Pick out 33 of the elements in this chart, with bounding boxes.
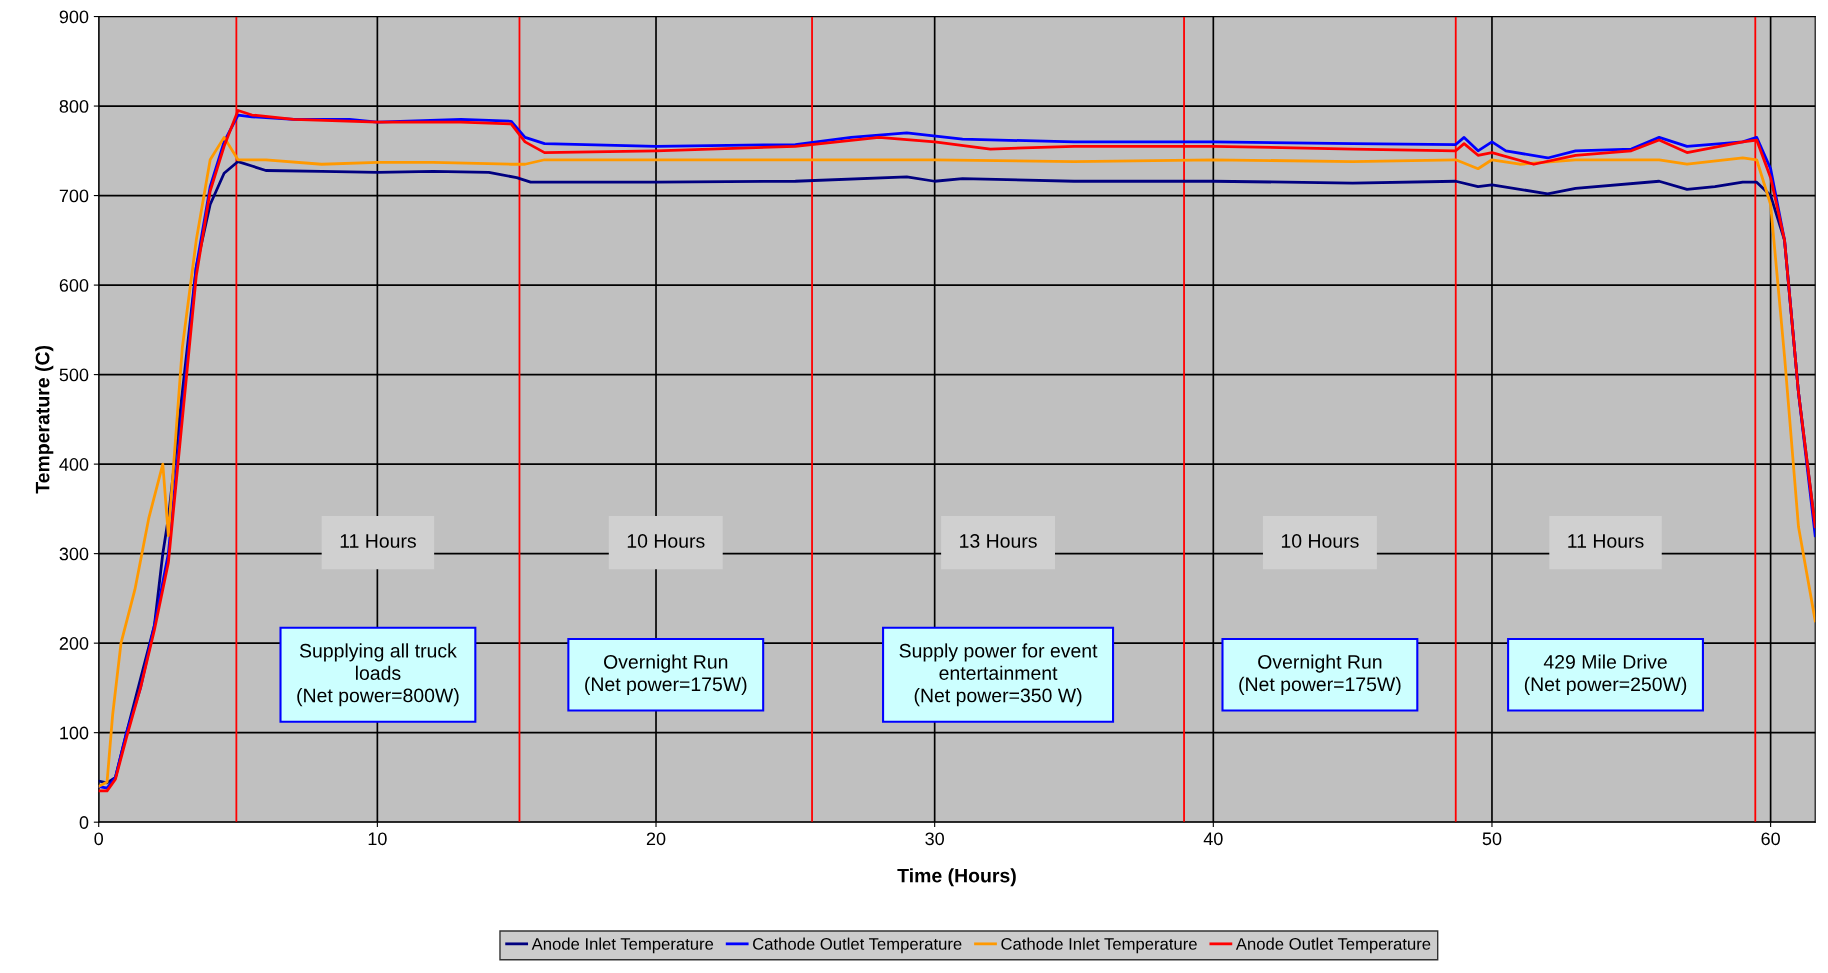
y-tick-label: 500: [59, 368, 89, 382]
annotation: Overnight Run (Net power=175W): [1239, 654, 1401, 695]
y-axis-title: Temperature (C): [35, 345, 54, 494]
annotation: 11 Hours: [1568, 534, 1644, 548]
x-tick-label: 10: [368, 832, 387, 846]
annotation: Supplying all truck loads (Net power=800W): [297, 643, 459, 707]
annotation: 11 Hours: [340, 534, 416, 548]
y-tick-label: 800: [59, 99, 89, 113]
annotation: 10 Hours: [627, 534, 705, 548]
annotation: 10 Hours: [1281, 534, 1359, 548]
x-tick-label: 30: [925, 832, 944, 846]
annotation: 13 Hours: [960, 534, 1037, 548]
x-axis-title: Time (Hours): [897, 868, 1016, 887]
x-tick-label: 60: [1761, 832, 1780, 846]
x-tick-label: 50: [1482, 832, 1502, 846]
y-tick-label: 400: [59, 458, 89, 471]
y-tick-label: 100: [60, 726, 89, 740]
legend-label: Cathode Outlet Temperature: [753, 937, 962, 954]
legend-label: Anode Inlet Temperature: [531, 937, 714, 954]
legend-label: Cathode Inlet Temperature: [1001, 937, 1197, 954]
x-tick-label: 0: [94, 832, 104, 846]
y-tick-label: 700: [59, 189, 89, 203]
annotation: Supply power for event entertainment (Net power=350 W): [899, 643, 1098, 707]
y-tick-label: 0: [79, 816, 89, 829]
legend-label: Anode Outlet Temperature: [1235, 937, 1431, 954]
annotation: Overnight Run (Net power=175W): [585, 654, 747, 695]
y-tick-label: 600: [59, 279, 89, 292]
annotation: 429 Mile Drive (Net power=250W): [1524, 654, 1687, 695]
x-tick-label: 20: [646, 832, 666, 846]
y-tick-label: 200: [59, 637, 89, 650]
y-tick-label: 300: [59, 547, 89, 561]
x-tick-label: 40: [1203, 832, 1223, 846]
y-tick-label: 900: [59, 10, 89, 24]
